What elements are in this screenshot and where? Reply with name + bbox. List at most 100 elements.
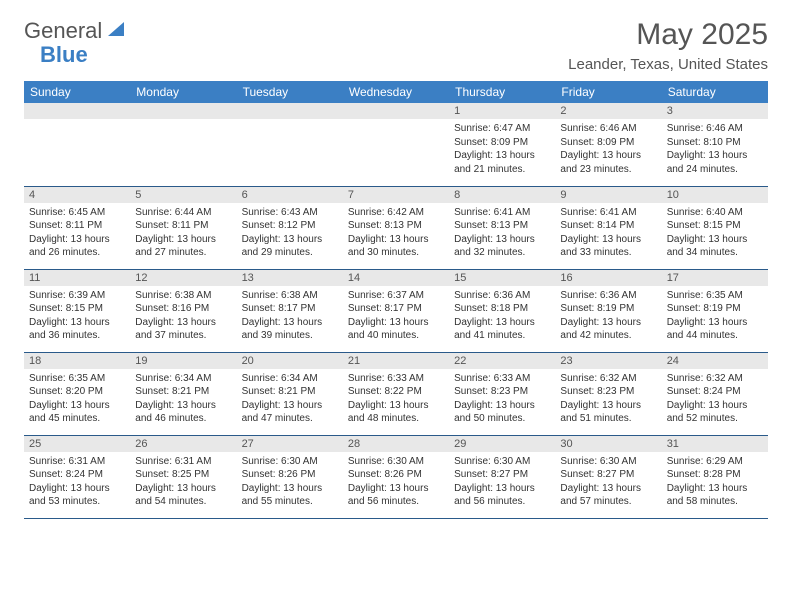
day-number: 26 [130, 436, 236, 452]
header: General May 2025 Leander, Texas, United … [24, 18, 768, 73]
day-number: 4 [24, 187, 130, 203]
calendar-day-cell [24, 103, 130, 186]
weekday-header: Friday [555, 81, 661, 103]
day-info: Sunrise: 6:29 AMSunset: 8:28 PMDaylight:… [662, 452, 768, 512]
day-number: 24 [662, 353, 768, 369]
calendar-day-cell: 9Sunrise: 6:41 AMSunset: 8:14 PMDaylight… [555, 186, 661, 269]
day-info: Sunrise: 6:38 AMSunset: 8:17 PMDaylight:… [237, 286, 343, 346]
day-info: Sunrise: 6:34 AMSunset: 8:21 PMDaylight:… [130, 369, 236, 429]
day-number: 23 [555, 353, 661, 369]
calendar-day-cell [237, 103, 343, 186]
day-info: Sunrise: 6:44 AMSunset: 8:11 PMDaylight:… [130, 203, 236, 263]
calendar-day-cell [130, 103, 236, 186]
calendar-day-cell: 16Sunrise: 6:36 AMSunset: 8:19 PMDayligh… [555, 269, 661, 352]
calendar-location: Leander, Texas, United States [568, 56, 768, 73]
day-info: Sunrise: 6:41 AMSunset: 8:13 PMDaylight:… [449, 203, 555, 263]
day-number: 18 [24, 353, 130, 369]
calendar-day-cell: 5Sunrise: 6:44 AMSunset: 8:11 PMDaylight… [130, 186, 236, 269]
calendar-day-cell: 2Sunrise: 6:46 AMSunset: 8:09 PMDaylight… [555, 103, 661, 186]
day-info: Sunrise: 6:32 AMSunset: 8:23 PMDaylight:… [555, 369, 661, 429]
day-info: Sunrise: 6:40 AMSunset: 8:15 PMDaylight:… [662, 203, 768, 263]
day-number: 19 [130, 353, 236, 369]
calendar-day-cell: 15Sunrise: 6:36 AMSunset: 8:18 PMDayligh… [449, 269, 555, 352]
calendar-week-row: 1Sunrise: 6:47 AMSunset: 8:09 PMDaylight… [24, 103, 768, 186]
calendar-day-cell: 31Sunrise: 6:29 AMSunset: 8:28 PMDayligh… [662, 435, 768, 518]
calendar-day-cell: 21Sunrise: 6:33 AMSunset: 8:22 PMDayligh… [343, 352, 449, 435]
day-number: 22 [449, 353, 555, 369]
calendar-day-cell: 28Sunrise: 6:30 AMSunset: 8:26 PMDayligh… [343, 435, 449, 518]
day-number: 13 [237, 270, 343, 286]
calendar-day-cell: 13Sunrise: 6:38 AMSunset: 8:17 PMDayligh… [237, 269, 343, 352]
day-info: Sunrise: 6:33 AMSunset: 8:22 PMDaylight:… [343, 369, 449, 429]
day-info: Sunrise: 6:35 AMSunset: 8:20 PMDaylight:… [24, 369, 130, 429]
day-number: 29 [449, 436, 555, 452]
calendar-day-cell: 25Sunrise: 6:31 AMSunset: 8:24 PMDayligh… [24, 435, 130, 518]
calendar-day-cell: 26Sunrise: 6:31 AMSunset: 8:25 PMDayligh… [130, 435, 236, 518]
calendar-day-cell: 20Sunrise: 6:34 AMSunset: 8:21 PMDayligh… [237, 352, 343, 435]
day-number: 31 [662, 436, 768, 452]
day-info: Sunrise: 6:41 AMSunset: 8:14 PMDaylight:… [555, 203, 661, 263]
day-info: Sunrise: 6:31 AMSunset: 8:25 PMDaylight:… [130, 452, 236, 512]
calendar-day-cell: 22Sunrise: 6:33 AMSunset: 8:23 PMDayligh… [449, 352, 555, 435]
logo: General [24, 18, 128, 44]
day-number: 14 [343, 270, 449, 286]
day-info: Sunrise: 6:31 AMSunset: 8:24 PMDaylight:… [24, 452, 130, 512]
day-number: 27 [237, 436, 343, 452]
day-info: Sunrise: 6:34 AMSunset: 8:21 PMDaylight:… [237, 369, 343, 429]
day-number: 10 [662, 187, 768, 203]
calendar-day-cell: 14Sunrise: 6:37 AMSunset: 8:17 PMDayligh… [343, 269, 449, 352]
calendar-week-row: 25Sunrise: 6:31 AMSunset: 8:24 PMDayligh… [24, 435, 768, 518]
day-number: 12 [130, 270, 236, 286]
day-info: Sunrise: 6:47 AMSunset: 8:09 PMDaylight:… [449, 119, 555, 179]
calendar-day-cell: 30Sunrise: 6:30 AMSunset: 8:27 PMDayligh… [555, 435, 661, 518]
logo-text-general: General [24, 18, 102, 44]
calendar-day-cell: 1Sunrise: 6:47 AMSunset: 8:09 PMDaylight… [449, 103, 555, 186]
day-info: Sunrise: 6:33 AMSunset: 8:23 PMDaylight:… [449, 369, 555, 429]
day-info: Sunrise: 6:45 AMSunset: 8:11 PMDaylight:… [24, 203, 130, 263]
logo-sail-icon [106, 20, 126, 43]
day-number: 28 [343, 436, 449, 452]
weekday-header: Sunday [24, 81, 130, 103]
day-number: 21 [343, 353, 449, 369]
day-number-empty [343, 103, 449, 119]
calendar-table: SundayMondayTuesdayWednesdayThursdayFrid… [24, 81, 768, 519]
calendar-day-cell [343, 103, 449, 186]
day-number: 7 [343, 187, 449, 203]
calendar-day-cell: 8Sunrise: 6:41 AMSunset: 8:13 PMDaylight… [449, 186, 555, 269]
day-number: 8 [449, 187, 555, 203]
day-number: 11 [24, 270, 130, 286]
weekday-header: Tuesday [237, 81, 343, 103]
weekday-header: Wednesday [343, 81, 449, 103]
day-info: Sunrise: 6:30 AMSunset: 8:26 PMDaylight:… [343, 452, 449, 512]
day-number: 2 [555, 103, 661, 119]
day-number: 1 [449, 103, 555, 119]
day-info: Sunrise: 6:46 AMSunset: 8:10 PMDaylight:… [662, 119, 768, 179]
day-number: 16 [555, 270, 661, 286]
day-number: 25 [24, 436, 130, 452]
day-info: Sunrise: 6:37 AMSunset: 8:17 PMDaylight:… [343, 286, 449, 346]
day-number: 15 [449, 270, 555, 286]
day-number: 30 [555, 436, 661, 452]
day-info: Sunrise: 6:30 AMSunset: 8:27 PMDaylight:… [449, 452, 555, 512]
calendar-day-cell: 18Sunrise: 6:35 AMSunset: 8:20 PMDayligh… [24, 352, 130, 435]
calendar-day-cell: 7Sunrise: 6:42 AMSunset: 8:13 PMDaylight… [343, 186, 449, 269]
calendar-day-cell: 27Sunrise: 6:30 AMSunset: 8:26 PMDayligh… [237, 435, 343, 518]
calendar-title: May 2025 [568, 18, 768, 52]
calendar-week-row: 18Sunrise: 6:35 AMSunset: 8:20 PMDayligh… [24, 352, 768, 435]
calendar-week-row: 11Sunrise: 6:39 AMSunset: 8:15 PMDayligh… [24, 269, 768, 352]
day-number: 17 [662, 270, 768, 286]
calendar-day-cell: 23Sunrise: 6:32 AMSunset: 8:23 PMDayligh… [555, 352, 661, 435]
calendar-day-cell: 24Sunrise: 6:32 AMSunset: 8:24 PMDayligh… [662, 352, 768, 435]
calendar-day-cell: 3Sunrise: 6:46 AMSunset: 8:10 PMDaylight… [662, 103, 768, 186]
day-info: Sunrise: 6:35 AMSunset: 8:19 PMDaylight:… [662, 286, 768, 346]
calendar-day-cell: 19Sunrise: 6:34 AMSunset: 8:21 PMDayligh… [130, 352, 236, 435]
day-info: Sunrise: 6:36 AMSunset: 8:18 PMDaylight:… [449, 286, 555, 346]
logo-text-blue: Blue [40, 42, 88, 67]
day-info: Sunrise: 6:38 AMSunset: 8:16 PMDaylight:… [130, 286, 236, 346]
day-info: Sunrise: 6:46 AMSunset: 8:09 PMDaylight:… [555, 119, 661, 179]
day-info: Sunrise: 6:43 AMSunset: 8:12 PMDaylight:… [237, 203, 343, 263]
day-number: 5 [130, 187, 236, 203]
day-info: Sunrise: 6:32 AMSunset: 8:24 PMDaylight:… [662, 369, 768, 429]
calendar-day-cell: 12Sunrise: 6:38 AMSunset: 8:16 PMDayligh… [130, 269, 236, 352]
calendar-week-row: 4Sunrise: 6:45 AMSunset: 8:11 PMDaylight… [24, 186, 768, 269]
